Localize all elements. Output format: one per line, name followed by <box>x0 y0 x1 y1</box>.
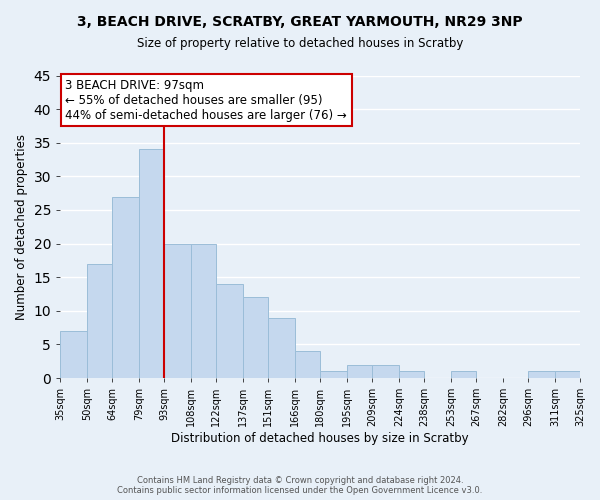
X-axis label: Distribution of detached houses by size in Scratby: Distribution of detached houses by size … <box>171 432 469 445</box>
Bar <box>60 331 87 378</box>
Bar <box>372 364 399 378</box>
Bar <box>164 244 191 378</box>
Bar <box>216 284 243 378</box>
Bar <box>555 372 580 378</box>
Bar <box>347 364 372 378</box>
Bar <box>191 244 216 378</box>
Bar <box>268 318 295 378</box>
Text: 3 BEACH DRIVE: 97sqm
← 55% of detached houses are smaller (95)
44% of semi-detac: 3 BEACH DRIVE: 97sqm ← 55% of detached h… <box>65 78 347 122</box>
Y-axis label: Number of detached properties: Number of detached properties <box>15 134 28 320</box>
Bar <box>87 264 112 378</box>
Text: 3, BEACH DRIVE, SCRATBY, GREAT YARMOUTH, NR29 3NP: 3, BEACH DRIVE, SCRATBY, GREAT YARMOUTH,… <box>77 15 523 29</box>
Bar <box>528 372 555 378</box>
Text: Contains HM Land Registry data © Crown copyright and database right 2024.
Contai: Contains HM Land Registry data © Crown c… <box>118 476 482 495</box>
Bar <box>320 372 347 378</box>
Text: Size of property relative to detached houses in Scratby: Size of property relative to detached ho… <box>137 38 463 51</box>
Bar <box>295 351 320 378</box>
Bar <box>112 196 139 378</box>
Bar <box>139 150 164 378</box>
Bar <box>243 298 268 378</box>
Bar <box>399 372 424 378</box>
Bar <box>451 372 476 378</box>
